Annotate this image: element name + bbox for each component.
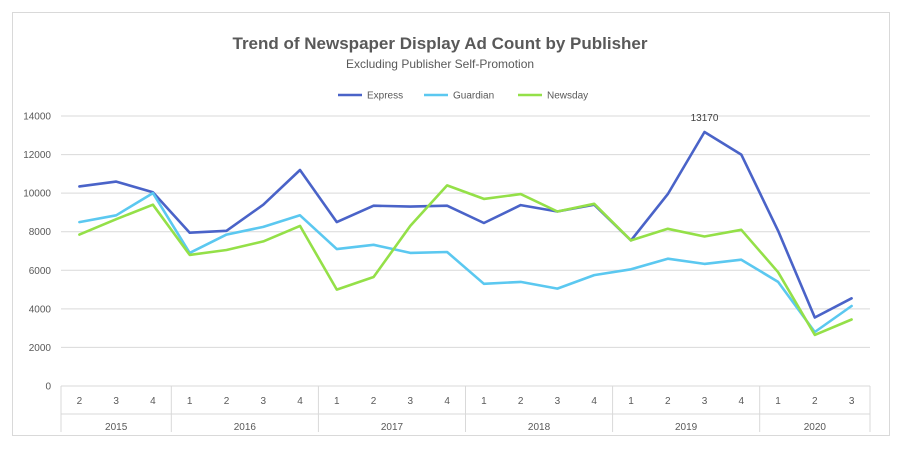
x-tick-label: 3 xyxy=(849,396,855,407)
x-tick-label: 1 xyxy=(775,396,781,407)
y-tick-label: 12000 xyxy=(23,150,51,161)
y-tick-label: 14000 xyxy=(23,112,51,123)
legend-label-newsday: Newsday xyxy=(547,91,588,102)
y-tick-label: 4000 xyxy=(29,304,52,315)
y-tick-label: 10000 xyxy=(23,189,51,200)
y-axis-ticks: 0 2000 4000 6000 8000 10000 12000 14000 xyxy=(23,112,51,393)
x-tick-label: 4 xyxy=(591,396,597,407)
x-tick-label: 3 xyxy=(260,396,266,407)
series-line-guardian xyxy=(78,191,853,334)
x-tick-label: 4 xyxy=(739,396,745,407)
x-year-label: 2016 xyxy=(234,422,257,433)
chart-subtitle: Excluding Publisher Self-Promotion xyxy=(346,57,534,71)
x-tick-label: 4 xyxy=(150,396,156,407)
x-tick-label: 2 xyxy=(665,396,671,407)
x-tick-label: 3 xyxy=(555,396,561,407)
x-year-label: 2017 xyxy=(381,422,404,433)
y-tick-label: 6000 xyxy=(29,266,52,277)
legend: Express Guardian Newsday xyxy=(338,91,588,102)
x-year-label: 2020 xyxy=(804,422,827,433)
x-tick-label: 3 xyxy=(408,396,414,407)
x-tick-label: 1 xyxy=(187,396,193,407)
line-chart: Trend of Newspaper Display Ad Count by P… xyxy=(23,34,871,433)
legend-label-guardian: Guardian xyxy=(453,91,494,102)
y-tick-label: 0 xyxy=(45,382,51,393)
series-line-express xyxy=(78,130,853,319)
x-year-label: 2018 xyxy=(528,422,551,433)
x-axis: 2 3 4 1 2 3 4 1 2 3 4 1 2 3 4 1 2 3 4 1 2 3 2015 2016 2017 2018 20… xyxy=(60,386,871,433)
x-tick-label: 1 xyxy=(481,396,487,407)
x-tick-label: 1 xyxy=(334,396,340,407)
y-tick-label: 8000 xyxy=(29,227,52,238)
x-tick-label: 2 xyxy=(812,396,818,407)
legend-label-express: Express xyxy=(367,91,403,102)
x-tick-label: 4 xyxy=(444,396,450,407)
data-label: 13170 xyxy=(691,113,719,124)
y-tick-label: 2000 xyxy=(29,343,52,354)
x-tick-label: 1 xyxy=(628,396,634,407)
x-tick-label: 2 xyxy=(77,396,83,407)
x-year-label: 2015 xyxy=(105,422,128,433)
x-year-label: 2019 xyxy=(675,422,698,433)
x-tick-label: 3 xyxy=(113,396,119,407)
series-lines xyxy=(78,130,853,337)
annotations: 13170 xyxy=(691,113,719,124)
gridlines xyxy=(61,115,870,387)
x-tick-label: 2 xyxy=(224,396,230,407)
x-tick-label: 4 xyxy=(297,396,303,407)
x-tick-label: 2 xyxy=(371,396,377,407)
x-tick-label: 2 xyxy=(518,396,524,407)
series-line-newsday xyxy=(78,184,853,337)
x-tick-label: 3 xyxy=(702,396,708,407)
chart-title: Trend of Newspaper Display Ad Count by P… xyxy=(233,34,648,53)
chart-frame: Trend of Newspaper Display Ad Count by P… xyxy=(12,12,890,436)
